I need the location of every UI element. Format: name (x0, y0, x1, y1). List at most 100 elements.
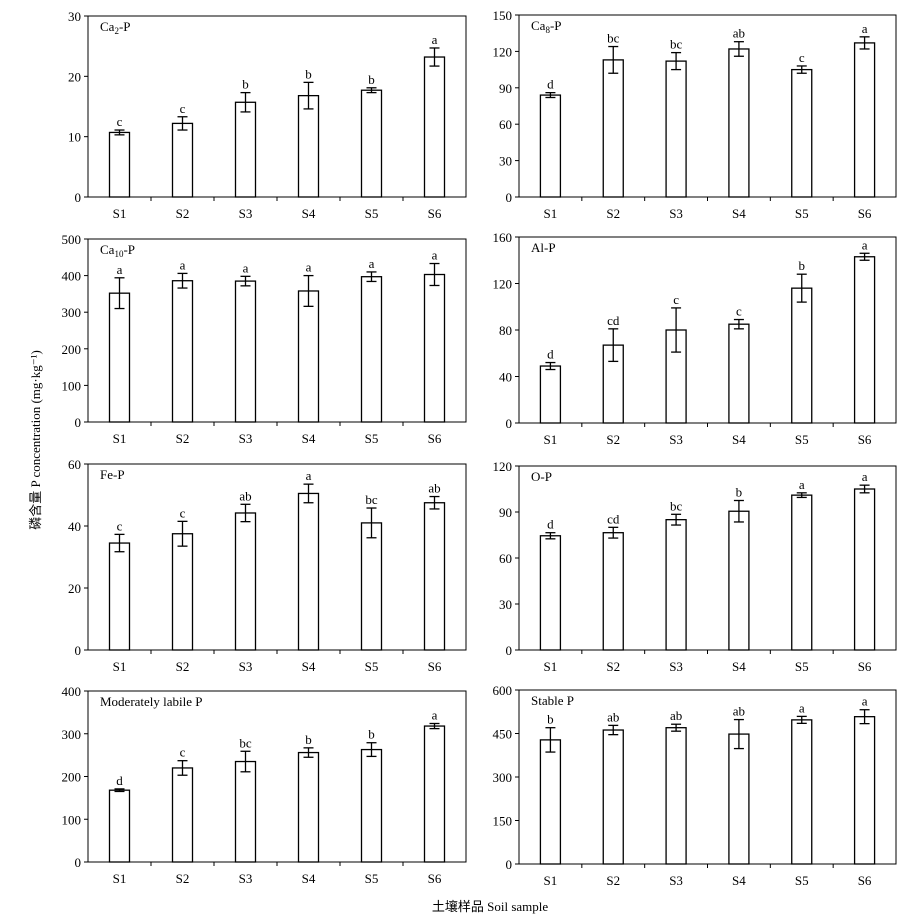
y-tick-label: 160 (493, 230, 513, 245)
y-tick-label: 200 (62, 770, 82, 785)
x-tick-label: S5 (365, 431, 379, 446)
bar (423, 56, 446, 198)
significance-letter: c (736, 304, 742, 319)
y-tick-label: 0 (75, 415, 82, 430)
y-tick-label: 0 (75, 855, 82, 870)
panel-title-main: Ca (531, 18, 546, 33)
bar (539, 739, 562, 865)
significance-letter: d (547, 517, 554, 532)
significance-letter: bc (239, 735, 252, 750)
bar (234, 101, 257, 198)
x-tick-label: S6 (858, 659, 872, 674)
bar (539, 535, 562, 651)
bar (791, 494, 813, 651)
y-tick-label: 100 (62, 378, 82, 393)
bar (665, 60, 687, 198)
significance-letter: ab (239, 488, 251, 503)
bar (360, 522, 383, 651)
panel-title: Ca10-P (100, 242, 135, 259)
bar (297, 492, 320, 651)
significance-letter: a (862, 469, 868, 484)
x-tick-label: S2 (176, 431, 190, 446)
panel-8: 0 150 300 450 600 b S1 ab S2 ab S3 ab S4 a S5 a S6 Stable… (493, 683, 897, 888)
significance-letter: cd (607, 313, 620, 328)
bar (171, 280, 194, 423)
y-tick-label: 150 (493, 8, 513, 23)
x-tick-label: S2 (176, 871, 190, 886)
significance-letter: a (117, 262, 123, 277)
y-tick-label: 0 (506, 416, 513, 431)
bar (360, 89, 383, 198)
y-tick-label: 100 (62, 812, 82, 827)
x-tick-label: S2 (606, 873, 620, 888)
y-tick-label: 120 (493, 44, 513, 59)
y-tick-label: 0 (75, 190, 82, 205)
x-tick-label: S6 (858, 873, 872, 888)
y-tick-label: 40 (499, 370, 512, 385)
significance-letter: bc (365, 492, 378, 507)
bar (108, 789, 131, 863)
y-tick-label: 90 (499, 81, 512, 96)
significance-letter: ab (670, 708, 682, 723)
plot-frame (87, 238, 467, 423)
significance-letter: b (368, 727, 375, 742)
x-tick-label: S5 (365, 871, 379, 886)
x-tick-label: S1 (544, 659, 558, 674)
significance-letter: bc (670, 37, 683, 52)
plot-frame (518, 465, 897, 651)
bar (108, 542, 131, 651)
panel-title: Al-P (531, 240, 556, 255)
bar (360, 276, 383, 423)
significance-letter: c (673, 292, 679, 307)
x-tick-label: S4 (302, 206, 316, 221)
significance-letter: a (180, 257, 186, 272)
significance-letter: a (862, 21, 868, 36)
x-tick-label: S6 (428, 659, 442, 674)
bar (602, 729, 624, 865)
y-tick-label: 200 (62, 342, 82, 357)
panel-title-subscript: 8 (545, 25, 550, 35)
panel-title-subscript: 2 (114, 26, 119, 36)
y-tick-label: 20 (68, 581, 81, 596)
x-tick-label: S1 (113, 206, 127, 221)
x-tick-label: S1 (544, 432, 558, 447)
significance-letter: a (432, 707, 438, 722)
y-tick-label: 300 (62, 305, 82, 320)
significance-letter: a (306, 260, 312, 275)
significance-letter: a (799, 700, 805, 715)
panel-3: 0 100 200 300 400 500 a S1 a S2 a S3 a S4 a S5 a S6 Ca10-P (62, 232, 467, 446)
x-tick-label: S3 (239, 659, 253, 674)
panel-title-tail: -P (550, 18, 562, 33)
significance-letter: b (547, 712, 554, 727)
significance-letter: a (432, 248, 438, 263)
y-tick-label: 400 (62, 684, 82, 699)
y-tick-label: 80 (499, 323, 512, 338)
x-tick-label: S2 (176, 659, 190, 674)
bar (423, 725, 446, 863)
x-tick-label: S4 (302, 871, 316, 886)
significance-letter: a (799, 477, 805, 492)
y-tick-label: 60 (499, 551, 512, 566)
x-tick-label: S3 (239, 431, 253, 446)
plot-frame (87, 463, 467, 651)
y-tick-label: 120 (493, 277, 513, 292)
panel-title: Stable P (531, 693, 574, 708)
x-tick-label: S5 (795, 873, 809, 888)
x-tick-label: S2 (176, 206, 190, 221)
significance-letter: ab (733, 704, 745, 719)
bar (728, 48, 750, 198)
x-tick-label: S6 (428, 431, 442, 446)
plot-frame (518, 689, 897, 865)
y-tick-label: 90 (499, 505, 512, 520)
significance-letter: c (117, 518, 123, 533)
x-tick-label: S5 (795, 659, 809, 674)
x-tick-label: S1 (544, 873, 558, 888)
x-tick-label: S1 (113, 431, 127, 446)
panel-title-main: Ca (100, 242, 115, 257)
x-tick-label: S5 (795, 206, 809, 221)
panel-title: Ca8-P (531, 18, 562, 35)
x-tick-label: S4 (732, 432, 746, 447)
y-tick-label: 150 (493, 814, 513, 829)
bar (360, 748, 383, 863)
y-tick-label: 0 (75, 643, 82, 658)
